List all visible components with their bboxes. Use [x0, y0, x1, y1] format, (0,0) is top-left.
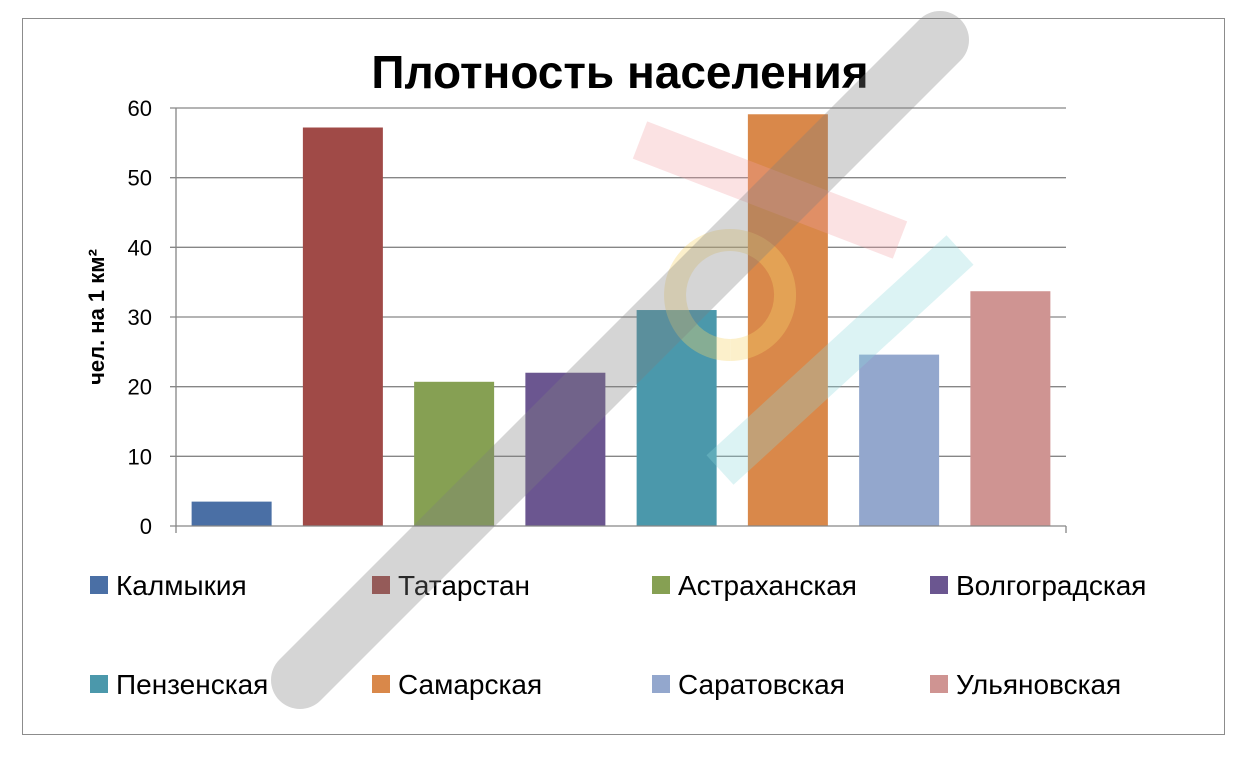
- y-tick-label: 50: [128, 166, 152, 191]
- watermark-stroke: [706, 235, 974, 485]
- legend-label: Ульяновская: [956, 669, 1121, 700]
- bar: [636, 310, 717, 526]
- y-tick-label: 60: [128, 96, 152, 121]
- watermark-stroke: [271, 11, 969, 709]
- y-tick-label: 10: [128, 444, 152, 469]
- legend-swatch: [372, 675, 390, 693]
- legend-swatch: [930, 675, 948, 693]
- bar: [747, 114, 828, 527]
- y-tick-label: 30: [128, 305, 152, 330]
- bar: [191, 501, 272, 526]
- y-tick-label: 20: [128, 375, 152, 400]
- y-tick-label: 0: [140, 514, 152, 539]
- y-axis-label: чел. на 1 км²: [84, 249, 109, 385]
- legend-swatch: [652, 576, 670, 594]
- watermark-stroke: [632, 121, 908, 259]
- bars: [191, 114, 1051, 527]
- legend-label: Пензенская: [116, 669, 268, 700]
- legend-swatch: [90, 576, 108, 594]
- bar: [414, 381, 495, 526]
- bar: [302, 127, 383, 527]
- legend: Калмыкия Татарстан Астраханская Волгоградск…: [90, 570, 1146, 700]
- bar: [859, 354, 940, 526]
- bar: [970, 291, 1051, 526]
- legend-label: Татарстан: [398, 570, 530, 601]
- legend-label: Волгоградская: [956, 570, 1146, 601]
- legend-swatch: [372, 576, 390, 594]
- legend-swatch: [90, 675, 108, 693]
- watermark: [271, 11, 974, 709]
- y-tick-label: 40: [128, 235, 152, 260]
- legend-swatch: [930, 576, 948, 594]
- legend-label: Калмыкия: [116, 570, 247, 601]
- axes: [170, 108, 1067, 533]
- legend-label: Саратовская: [678, 669, 845, 700]
- watermark-ring: [664, 229, 797, 361]
- y-tick-labels: 0 10 20 30 40 50 60: [128, 96, 152, 539]
- legend-swatch: [652, 675, 670, 693]
- chart-title: Плотность населения: [371, 46, 868, 98]
- bar: [525, 372, 606, 526]
- legend-label: Астраханская: [678, 570, 857, 601]
- legend-label: Самарская: [398, 669, 542, 700]
